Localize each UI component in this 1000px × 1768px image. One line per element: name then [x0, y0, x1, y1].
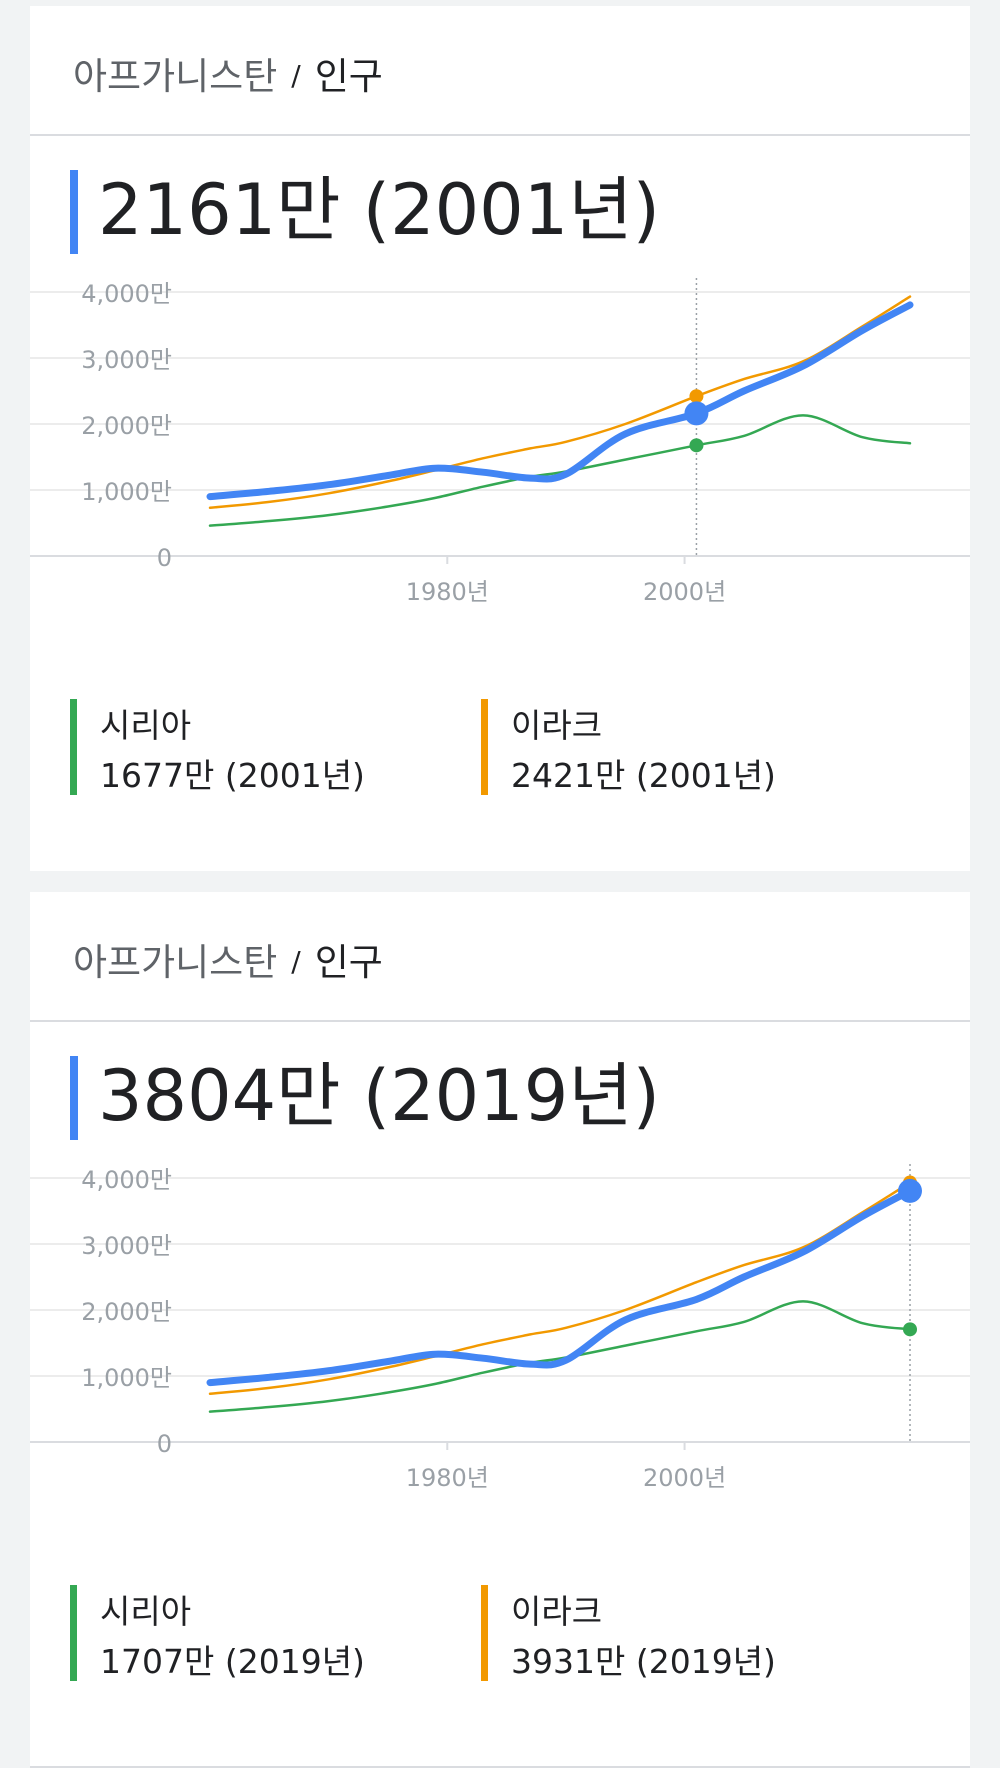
population-card: 아프가니스탄 / 인구 2161만 (2001년) 0 1,000만 2,000만 3,0… [30, 6, 970, 871]
breadcrumb-separator: / [291, 945, 301, 978]
series-line-afghanistan [206, 1187, 914, 1387]
population-line-chart[interactable]: 0 1,000만 2,000만 3,000만 4,000만 1980년 2000년 [30, 278, 970, 678]
legend-series-value: 1677만 (2001년) [100, 756, 365, 795]
y-tick-label: 2,000만 [81, 412, 172, 440]
x-tick-label: 1980년 [406, 578, 489, 606]
divider [30, 1020, 970, 1022]
highlight-point-iraq [689, 389, 704, 404]
x-tick-label: 1980년 [406, 1464, 489, 1492]
headline-value: 3804만 (2019년) [98, 1055, 660, 1137]
y-tick-label: 4,000만 [81, 280, 172, 308]
y-tick-label: 0 [157, 544, 172, 572]
y-tick-label: 3,000만 [81, 346, 172, 374]
highlight-point-syria [689, 438, 704, 453]
legend-series-value: 3931만 (2019년) [511, 1642, 776, 1681]
y-tick-label: 1,000만 [81, 1364, 172, 1392]
headline-color-bar [70, 1056, 78, 1140]
highlight-point-afghanistan [684, 401, 709, 426]
y-tick-label: 3,000만 [81, 1232, 172, 1260]
series-line-iraq [208, 1181, 912, 1396]
legend-color-bar [70, 1585, 77, 1681]
legend-series-name: 시리아 [100, 1592, 192, 1631]
population-card: 아프가니스탄 / 인구 3804만 (2019년) 0 1,000만 2,000만 3,0… [30, 892, 970, 1768]
legend-series-name: 이라크 [511, 706, 603, 745]
series-line-iraq [208, 295, 912, 510]
breadcrumb: 아프가니스탄 / 인구 [73, 46, 383, 100]
series-line-syria [208, 414, 912, 527]
x-tick-label: 2000년 [643, 1464, 726, 1492]
breadcrumb-topic: 인구 [314, 55, 383, 98]
y-tick-label: 1,000만 [81, 478, 172, 506]
population-line-chart[interactable]: 0 1,000만 2,000만 3,000만 4,000만 1980년 2000년 [30, 1164, 970, 1564]
y-tick-label: 2,000만 [81, 1298, 172, 1326]
legend-color-bar [481, 699, 488, 795]
divider [30, 1766, 970, 1768]
highlight-point-syria [903, 1322, 917, 1337]
breadcrumb-entity-link[interactable]: 아프가니스탄 [73, 941, 278, 984]
breadcrumb-topic: 인구 [314, 941, 383, 984]
y-tick-label: 0 [157, 1430, 172, 1458]
headline-value: 2161만 (2001년) [98, 169, 660, 251]
y-tick-label: 4,000만 [81, 1166, 172, 1194]
series-line-syria [208, 1300, 912, 1413]
legend-color-bar [481, 1585, 488, 1681]
legend-series-name: 이라크 [511, 1592, 603, 1631]
legend-series-value: 1707만 (2019년) [100, 1642, 365, 1681]
x-tick-label: 2000년 [643, 578, 726, 606]
breadcrumb-entity-link[interactable]: 아프가니스탄 [73, 55, 278, 98]
divider [30, 134, 970, 136]
breadcrumb: 아프가니스탄 / 인구 [73, 932, 383, 986]
legend-series-value: 2421만 (2001년) [511, 756, 776, 795]
highlight-point-afghanistan [898, 1178, 922, 1203]
breadcrumb-separator: / [291, 59, 301, 92]
series-line-afghanistan [206, 301, 914, 501]
headline-color-bar [70, 170, 78, 254]
legend-series-name: 시리아 [100, 706, 192, 745]
legend-color-bar [70, 699, 77, 795]
